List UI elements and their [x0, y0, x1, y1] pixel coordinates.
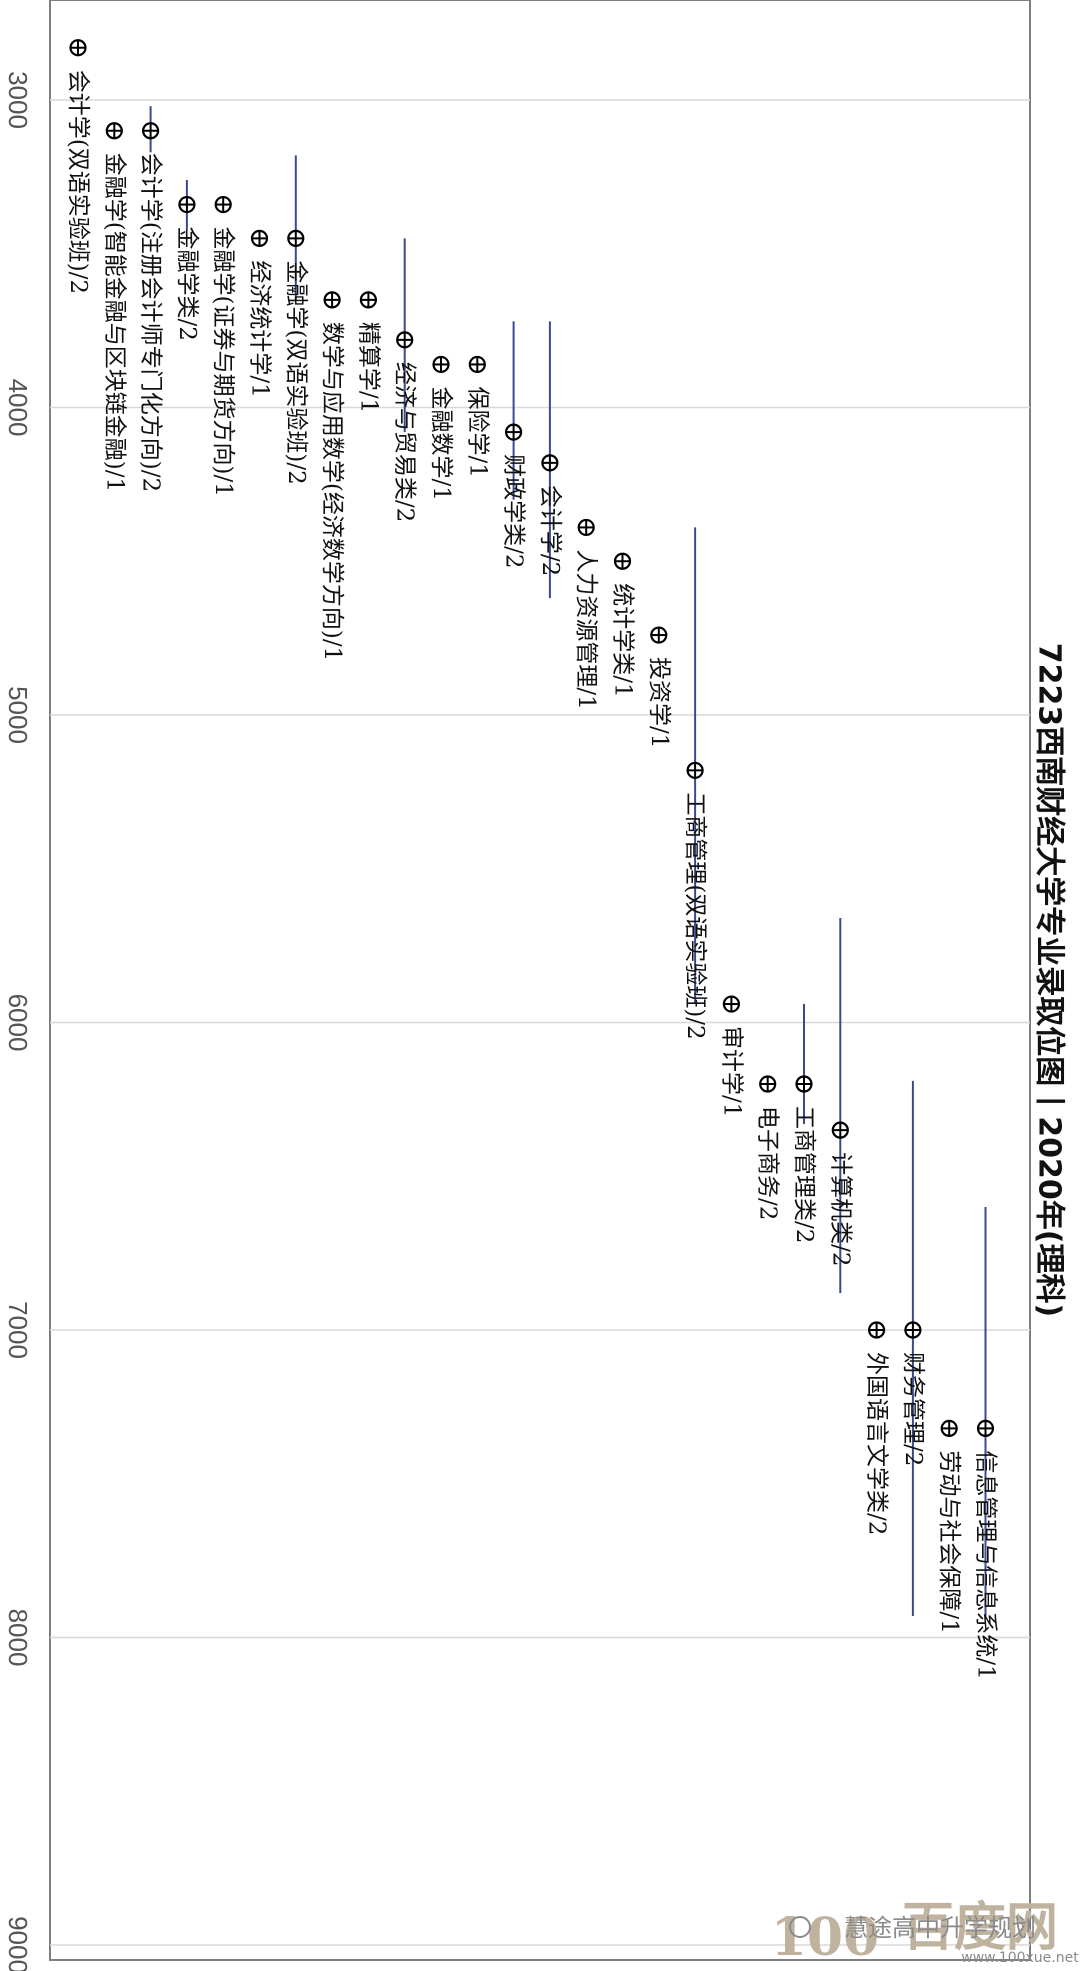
category-label: 投资学/1 — [646, 657, 672, 748]
rank-marker — [287, 229, 305, 247]
watermark-logo: 100 — [771, 1907, 880, 1968]
chart-title: 7223西南财经大学专业录取位图丨2020年(理科) — [1032, 643, 1067, 1317]
category-label: 审计学/1 — [718, 1026, 744, 1117]
category-label: 计算机类/2 — [827, 1152, 853, 1266]
rank-marker — [396, 331, 414, 349]
category-label: 金融学(双语实验班)/2 — [283, 260, 309, 484]
category-label: 会计学(注册会计师专门化方向)/2 — [138, 153, 164, 492]
category-label: 精算学/1 — [355, 322, 381, 413]
y-axis-ticks: 3000 4000 5000 6000 7000 8000 9000 — [3, 71, 33, 1971]
rank-marker — [650, 626, 668, 644]
y-tick-label: 6000 — [3, 994, 33, 1052]
category-label: 金融数学/1 — [428, 386, 454, 500]
grid-lines — [50, 99, 1030, 1946]
category-label: 工商管理类/2 — [791, 1106, 817, 1243]
watermark-url: www.100xue.net — [961, 1950, 1079, 1966]
category-label: 金融学类/2 — [174, 227, 200, 341]
y-tick-label: 3000 — [3, 71, 33, 129]
rank-marker — [541, 454, 559, 472]
rank-marker — [940, 1419, 958, 1438]
category-label: 电子商务/2 — [755, 1106, 781, 1220]
category-label: 劳动与社会保障/1 — [936, 1450, 962, 1633]
category-label: 金融学(智能金融与区块链金融)/1 — [101, 153, 127, 492]
category-labels: 会计学(双语实验班)/2 金融学(智能金融与区块链金融)/1 会计学(注册会计师专门… — [65, 70, 999, 1680]
rank-marker — [432, 355, 450, 374]
rank-marker — [69, 39, 87, 57]
category-label: 保险学/1 — [464, 386, 490, 477]
watermark-account: 慧途高中升学规划 — [844, 1914, 1036, 1942]
category-label: 财务管理/2 — [900, 1352, 926, 1466]
rank-marker — [722, 995, 741, 1013]
y-tick-label: 7000 — [3, 1301, 33, 1359]
rank-marker — [904, 1321, 922, 1339]
rank-marker — [577, 518, 595, 537]
y-tick-label: 4000 — [3, 379, 33, 437]
category-label: 会计学(双语实验班)/2 — [65, 70, 91, 294]
rank-markers — [69, 39, 995, 1438]
category-label: 统计学类/1 — [610, 583, 636, 697]
rank-marker — [142, 122, 160, 140]
rank-marker — [468, 355, 486, 374]
rank-marker — [504, 423, 523, 441]
rank-marker — [613, 552, 632, 570]
rank-marker — [250, 229, 269, 247]
rank-marker — [214, 195, 232, 214]
rank-marker — [323, 291, 341, 309]
category-label: 财政学类/2 — [501, 454, 527, 568]
category-label: 外国语言文学类/2 — [864, 1352, 890, 1535]
rank-marker — [105, 122, 123, 140]
rank-marker — [831, 1121, 849, 1139]
rank-marker — [759, 1075, 777, 1093]
rank-marker — [976, 1419, 995, 1438]
category-label: 经济统计学/1 — [247, 260, 273, 397]
plot-frame — [49, 0, 1031, 1961]
category-label: 会计学/2 — [537, 485, 563, 576]
rank-marker — [359, 291, 377, 309]
category-label: 工商管理(双语实验班)/2 — [682, 792, 708, 1039]
y-tick-label: 9000 — [3, 1916, 33, 1971]
y-tick-label: 5000 — [3, 686, 33, 744]
watermark-brand: 百度网 — [902, 1897, 1058, 1958]
category-label: 人力资源管理/1 — [573, 549, 599, 709]
rank-marker — [178, 195, 196, 214]
y-tick-label: 8000 — [3, 1609, 33, 1667]
category-label: 经济与贸易类/2 — [392, 362, 418, 522]
rank-marker — [867, 1321, 886, 1339]
category-label: 数学与应用数学(经济数学方向)/1 — [319, 322, 345, 661]
category-label: 金融学(证券与期货方向)/1 — [210, 227, 236, 497]
rank-marker — [686, 761, 704, 779]
rank-marker — [795, 1075, 813, 1093]
watermark: 100 百度网 慧途高中升学规划 www.100xue.net — [771, 1897, 1080, 1968]
wechat-icon — [789, 1916, 811, 1938]
category-label: 信息管理与信息系统/1 — [973, 1450, 999, 1679]
